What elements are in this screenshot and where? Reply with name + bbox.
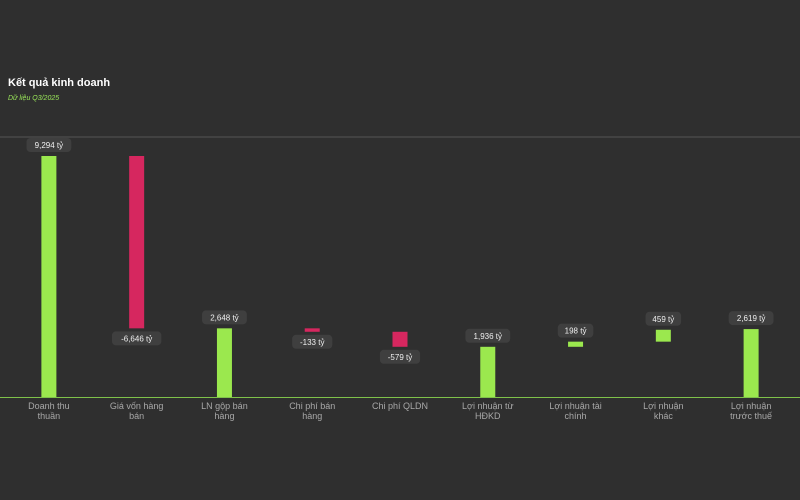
category-label-7-1: khác <box>654 411 674 421</box>
category-label-2-1: hàng <box>214 411 234 421</box>
value-label-text-6: 198 tỷ <box>565 327 587 336</box>
bar-8 <box>743 329 759 397</box>
value-label-2: 2,648 tỷ <box>202 310 247 325</box>
value-label-box-3 <box>292 334 333 349</box>
category-label-7-0: Lợi nhuận <box>643 401 683 411</box>
category-label-6-0: Lợi nhuận tài <box>549 401 601 411</box>
category-label-4-0: Chi phí QLDN <box>372 401 428 411</box>
bar-4 <box>392 331 408 347</box>
value-label-5: 1,936 tỷ <box>465 328 511 343</box>
bar-0 <box>41 156 57 397</box>
category-label-1-1: bán <box>129 411 144 421</box>
category-label-5-1: HĐKD <box>475 411 501 421</box>
value-label-text-0: 9,294 tỷ <box>35 141 63 150</box>
bar-6 <box>568 341 584 347</box>
category-label-1-0: Giá vốn hàng <box>110 401 164 411</box>
value-label-7: 459 tỷ <box>645 311 682 326</box>
category-label-6-1: chính <box>565 411 587 421</box>
value-label-box-1 <box>111 331 162 346</box>
value-label-box-7 <box>645 311 682 326</box>
value-label-box-4 <box>379 349 421 364</box>
bar-3 <box>304 328 320 332</box>
category-label-3-1: hàng <box>302 411 322 421</box>
chart-title: Kết quả kinh doanh <box>8 77 111 89</box>
value-label-text-4: -579 tỷ <box>388 353 412 362</box>
value-label-text-3: -133 tỷ <box>300 338 324 347</box>
bar-5 <box>480 346 496 397</box>
value-label-3: -133 tỷ <box>292 334 333 349</box>
value-label-box-0 <box>26 138 72 152</box>
bar-2 <box>216 328 232 397</box>
value-label-box-2 <box>202 310 247 325</box>
value-label-box-8 <box>728 311 774 326</box>
chart-subtitle: Dữ liệu Q3/2025 <box>8 95 60 102</box>
value-label-6: 198 tỷ <box>557 323 594 338</box>
category-label-5-0: Lợi nhuận từ <box>462 401 513 411</box>
category-label-2-0: LN gộp bán <box>201 401 248 411</box>
category-label-3-0: Chi phí bán <box>289 401 335 411</box>
bar-1 <box>129 156 145 329</box>
category-label-0-1: thuần <box>38 411 61 421</box>
category-label-8-1: trước thuế <box>730 411 772 421</box>
value-label-0: 9,294 tỷ <box>26 138 72 152</box>
value-label-box-5 <box>465 328 511 343</box>
value-label-1: -6,646 tỷ <box>111 331 162 346</box>
value-label-text-2: 2,648 tỷ <box>210 313 238 322</box>
value-label-4: -579 tỷ <box>379 349 421 364</box>
value-label-text-1: -6,646 tỷ <box>121 334 152 343</box>
bar-7 <box>655 329 671 342</box>
value-label-8: 2,619 tỷ <box>728 311 774 326</box>
category-label-0-0: Doanh thu <box>28 401 70 411</box>
category-label-8-0: Lợi nhuận <box>731 401 771 411</box>
value-label-text-5: 1,936 tỷ <box>474 332 502 341</box>
value-label-text-8: 2,619 tỷ <box>737 314 765 323</box>
value-label-text-7: 459 tỷ <box>652 315 674 324</box>
value-label-box-6 <box>557 323 594 338</box>
